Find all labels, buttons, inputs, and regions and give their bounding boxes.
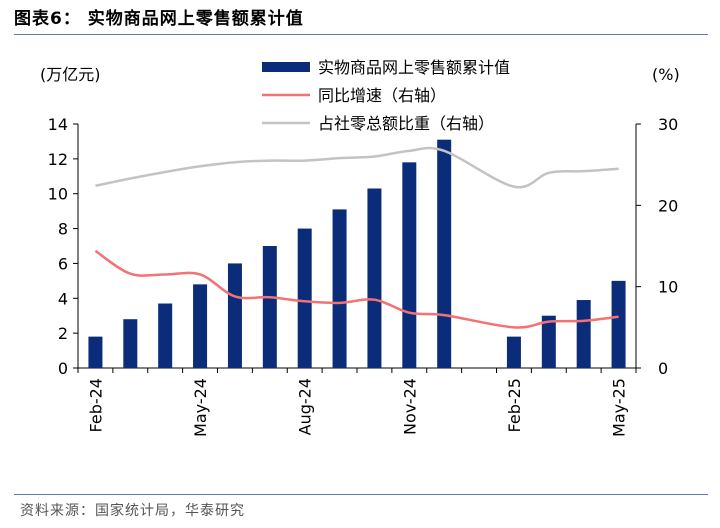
y-left-tick-label: 2 bbox=[58, 324, 68, 343]
source-note: 资料来源：国家统计局，华泰研究 bbox=[20, 503, 245, 519]
y-left-tick-label: 12 bbox=[48, 150, 68, 169]
x-tick-label: May-25 bbox=[610, 378, 629, 437]
y-right-tick-label: 20 bbox=[658, 196, 678, 215]
y-left-tick-label: 0 bbox=[58, 359, 68, 378]
y-left-tick-label: 6 bbox=[58, 254, 68, 273]
bar bbox=[297, 228, 312, 368]
bar bbox=[402, 162, 417, 368]
legend-label: 同比增速（右轴） bbox=[318, 86, 446, 105]
bar bbox=[332, 209, 347, 368]
y-left-tick-label: 10 bbox=[48, 185, 68, 204]
y-right-tick-label: 0 bbox=[658, 359, 668, 378]
bar bbox=[227, 263, 242, 368]
y-left-tick-label: 4 bbox=[58, 289, 68, 308]
bar bbox=[576, 300, 591, 368]
share-line bbox=[95, 146, 619, 189]
right-axis-unit: (%) bbox=[652, 65, 680, 84]
y-left-tick-label: 8 bbox=[58, 220, 68, 239]
x-tick-label: Aug-24 bbox=[296, 378, 315, 435]
legend-label: 实物商品网上零售额累计值 bbox=[318, 58, 510, 77]
bar bbox=[123, 319, 138, 368]
bar bbox=[88, 336, 103, 368]
y-left-tick-label: 14 bbox=[48, 115, 68, 134]
legend-swatch-bar bbox=[262, 62, 310, 72]
line-series bbox=[94, 146, 619, 329]
bar bbox=[541, 315, 556, 368]
x-tick-label: Feb-24 bbox=[86, 378, 105, 432]
bar bbox=[437, 139, 452, 368]
x-tick-label: Feb-25 bbox=[505, 378, 524, 432]
bar bbox=[367, 188, 382, 368]
bar bbox=[158, 303, 173, 368]
x-tick-label: May-24 bbox=[191, 378, 210, 437]
title-divider bbox=[14, 34, 708, 35]
left-axis-unit: (万亿元) bbox=[40, 65, 101, 84]
x-tick-label: Nov-24 bbox=[400, 378, 419, 435]
bar bbox=[193, 284, 208, 368]
x-axis-labels: Feb-24 May-24 Aug-24 Nov-24 Feb-25 May-25 bbox=[86, 378, 628, 437]
source-divider bbox=[14, 494, 708, 495]
bar bbox=[262, 246, 277, 368]
y-right-tick-label: 10 bbox=[658, 278, 678, 297]
chart-title: 图表6： 实物商品网上零售额累计值 bbox=[14, 9, 304, 29]
bar bbox=[506, 336, 521, 368]
growth-line bbox=[94, 249, 619, 329]
legend-label: 占社零总额比重（右轴） bbox=[318, 114, 494, 133]
bar-series bbox=[88, 139, 626, 368]
axes: 0 2 4 6 8 10 12 14 0 10 20 30 (万亿元) (%) bbox=[40, 65, 680, 378]
y-right-tick-label: 30 bbox=[658, 115, 678, 134]
bar bbox=[611, 280, 626, 368]
